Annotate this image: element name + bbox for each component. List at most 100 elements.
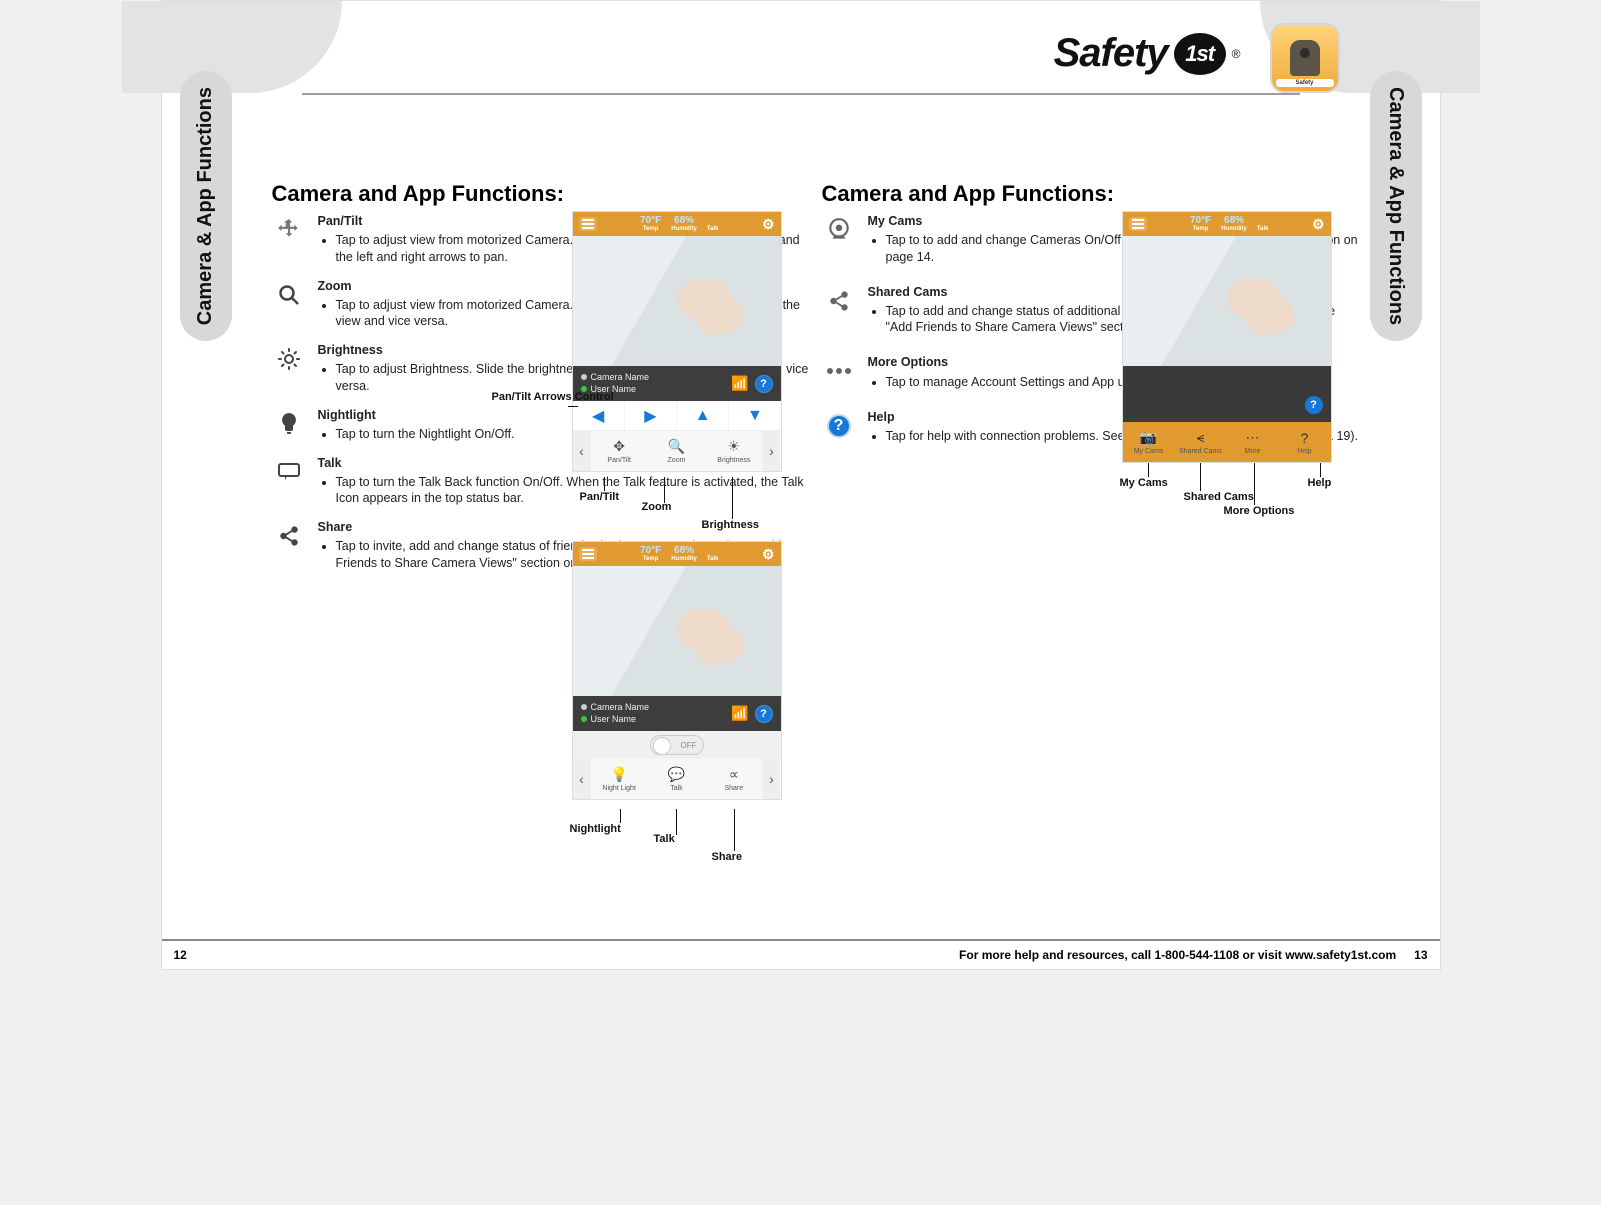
- arrow-up-icon[interactable]: ▲: [677, 401, 729, 430]
- nav-sharedcams[interactable]: ⪪Shared Cams: [1175, 422, 1227, 462]
- camera-glyph-icon: [1290, 40, 1320, 76]
- phone-statusbar: 70°FTemp 68%Humidity Talk ⚙: [573, 542, 781, 566]
- footer-text: For more help and resources, call 1-800-…: [959, 948, 1396, 962]
- toolbar-zoom[interactable]: 🔍Zoom: [648, 431, 705, 471]
- phone-screenshot-right: 70°FTemp 68%Humidity Talk ⚙ ? 📷My Cams ⪪…: [1122, 211, 1332, 463]
- arrow-left-icon[interactable]: ◀: [573, 401, 625, 430]
- callout-more: More Options: [1224, 505, 1295, 517]
- page-left: Camera and App Functions: Pan/Tilt Tap t…: [272, 181, 812, 919]
- status-dot-icon: [581, 704, 587, 710]
- toolbar-share[interactable]: ∝Share: [705, 759, 762, 799]
- toolbar-prev-icon[interactable]: ‹: [573, 759, 591, 799]
- toolbar-talk[interactable]: 💬Talk: [648, 759, 705, 799]
- page-footer: 12 For more help and resources, call 1-8…: [162, 939, 1440, 969]
- gear-icon[interactable]: ⚙: [762, 216, 775, 233]
- menu-icon[interactable]: [579, 217, 597, 231]
- phone-screenshot-bottom: 70°FTemp 68%Humidity Talk ⚙ Camera Name …: [572, 541, 782, 800]
- callout-tick: [676, 809, 677, 835]
- video-feed: [573, 566, 781, 696]
- left-section-tab: Camera & App Functions: [180, 71, 232, 341]
- callout-shared: Shared Cams: [1184, 491, 1254, 503]
- menu-icon[interactable]: [1129, 217, 1147, 231]
- pantilt-icon: [272, 213, 306, 247]
- feature-desc: Tap to turn the Talk Back function On/Of…: [336, 474, 812, 508]
- help-icon[interactable]: ?: [1305, 396, 1323, 414]
- more-icon: [822, 354, 856, 388]
- share-icon: [272, 519, 306, 553]
- callout-tick: [1200, 463, 1201, 491]
- share-icon: [822, 284, 856, 318]
- toolbar-next-icon[interactable]: ›: [762, 759, 780, 799]
- header-strip: [162, 1, 1440, 93]
- right-tab-label: Camera & App Functions: [1384, 87, 1407, 325]
- wifi-icon: 📶: [731, 705, 748, 722]
- toolbar-nightlight[interactable]: 💡Night Light: [591, 759, 648, 799]
- page-number-right: 13: [1414, 948, 1427, 962]
- help-icon[interactable]: ?: [755, 375, 773, 393]
- manual-spread: Safety 1st ® Safety Camera & App Functio…: [161, 0, 1441, 970]
- left-tab-label: Camera & App Functions: [194, 87, 217, 325]
- stat-hum: 68%: [671, 216, 697, 226]
- stat-talk: [707, 216, 719, 226]
- brand-registered: ®: [1232, 47, 1240, 61]
- callout-help: Help: [1308, 477, 1332, 489]
- callout-zoom: Zoom: [642, 501, 672, 513]
- callout-tick: [620, 809, 621, 823]
- phone-bottom-nav: 📷My Cams ⪪Shared Cams ⋯More ?Help: [1123, 422, 1331, 462]
- brand-name: Safety: [1054, 31, 1168, 76]
- header-divider: [302, 93, 1300, 95]
- toolbar-brightness[interactable]: ☀Brightness: [705, 431, 762, 471]
- phone-toolbar: ‹ 💡Night Light 💬Talk ∝Share ›: [573, 759, 781, 799]
- phone-statusbar: 70°FTemp 68%Humidity Talk ⚙: [1123, 212, 1331, 236]
- help-icon[interactable]: ?: [755, 705, 773, 723]
- menu-icon[interactable]: [579, 547, 597, 561]
- callout-tick: [732, 477, 733, 519]
- callout-share: Share: [712, 851, 743, 863]
- left-page-title: Camera and App Functions:: [272, 181, 812, 207]
- callout-tick: [604, 477, 605, 491]
- status-dot-icon: [581, 374, 587, 380]
- gear-icon[interactable]: ⚙: [1312, 216, 1325, 233]
- brand-logo: Safety 1st ®: [1054, 31, 1240, 76]
- camera-info-bar: Camera Name User Name 📶 ?: [573, 696, 781, 731]
- nav-mycams[interactable]: 📷My Cams: [1123, 422, 1175, 462]
- status-dot-icon: [581, 716, 587, 722]
- toolbar-pantilt[interactable]: ✥Pan/Tilt: [591, 431, 648, 471]
- callout-tick: [568, 406, 578, 407]
- zoom-icon: [272, 278, 306, 312]
- off-toggle[interactable]: OFF: [650, 735, 704, 755]
- right-section-tab: Camera & App Functions: [1370, 71, 1422, 341]
- phone-toolbar: ‹ ✥Pan/Tilt 🔍Zoom ☀Brightness ›: [573, 431, 781, 471]
- right-page-title: Camera and App Functions:: [822, 181, 1362, 207]
- callout-mycams: My Cams: [1120, 477, 1168, 489]
- gear-icon[interactable]: ⚙: [762, 546, 775, 563]
- talk-icon: [272, 455, 306, 489]
- phone-screenshot-top: 70°FTemp 68%Humidity Talk ⚙ Camera Name …: [572, 211, 782, 472]
- nightlight-icon: [272, 407, 306, 441]
- arrow-right-icon[interactable]: ▶: [625, 401, 677, 430]
- nav-more[interactable]: ⋯More: [1227, 422, 1279, 462]
- wifi-icon: 📶: [731, 375, 748, 392]
- help-icon: ?: [822, 409, 856, 443]
- toolbar-next-icon[interactable]: ›: [762, 431, 780, 471]
- toggle-row: OFF: [573, 731, 781, 759]
- arrow-down-icon[interactable]: ▼: [729, 401, 780, 430]
- page-number-left: 12: [174, 948, 187, 962]
- app-icon-badge: Safety: [1270, 23, 1340, 93]
- callout-tick: [1254, 463, 1255, 505]
- pantilt-arrows[interactable]: ◀ ▶ ▲ ▼: [573, 401, 781, 431]
- camera-name: Camera Name: [591, 372, 650, 382]
- video-feed: [573, 236, 781, 366]
- callout-tick: [734, 809, 735, 851]
- brightness-icon: [272, 342, 306, 376]
- callout-pantilt-arrows: Pan/Tilt Arrows Control: [492, 391, 568, 403]
- stat-temp: 70°F: [640, 216, 661, 226]
- video-feed: [1123, 236, 1331, 366]
- callout-tick: [1320, 463, 1321, 477]
- nav-help[interactable]: ?Help: [1279, 422, 1331, 462]
- callout-talk: Talk: [654, 833, 675, 845]
- callout-brightness: Brightness: [702, 519, 759, 531]
- toolbar-prev-icon[interactable]: ‹: [573, 431, 591, 471]
- phone-statusbar: 70°FTemp 68%Humidity Talk ⚙: [573, 212, 781, 236]
- dark-panel: ?: [1123, 366, 1331, 422]
